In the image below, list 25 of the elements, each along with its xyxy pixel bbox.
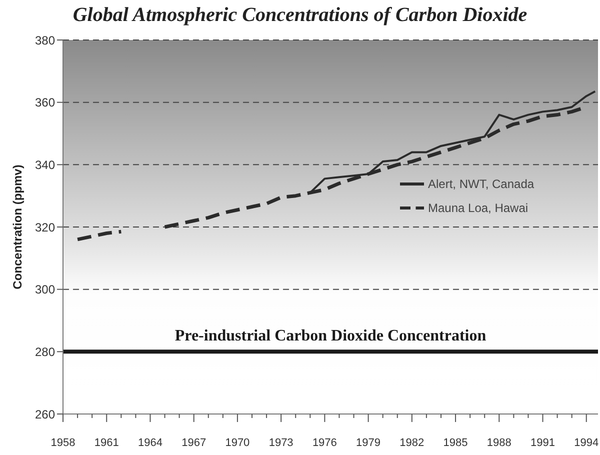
y-axis-title: Concentration (ppmv) — [10, 164, 24, 290]
x-tick-label: 1973 — [268, 437, 294, 449]
x-tick-label: 1988 — [486, 437, 512, 449]
legend-label: Mauna Loa, Hawai — [428, 200, 528, 215]
y-tick-label: 340 — [34, 158, 56, 172]
x-tick-label: 1991 — [530, 437, 555, 449]
y-tick-label: 380 — [34, 33, 56, 48]
legend-label: Alert, NWT, Canada — [428, 176, 534, 191]
x-tick-label: 1964 — [138, 437, 162, 449]
x-tick-label: 1982 — [400, 437, 424, 449]
y-tick-label: 360 — [34, 96, 56, 110]
ref-line-label: Pre-industrial Carbon Dioxide Concentration — [174, 328, 486, 345]
y-tick-label: 300 — [34, 282, 56, 297]
x-tick-label: 1994 — [574, 437, 599, 449]
x-tick-label: 1976 — [312, 437, 337, 449]
y-tick-label: 280 — [34, 344, 56, 359]
x-tick-label: 1961 — [94, 437, 119, 449]
chart-title: Global Atmospheric Concentrations of Carbon Dioxide — [72, 4, 528, 27]
y-tick-label: 260 — [34, 407, 56, 422]
x-tick-label: 1985 — [443, 437, 468, 449]
x-tick-label: 1979 — [356, 437, 381, 449]
x-tick-label: 1970 — [225, 437, 250, 449]
x-tick-label: 1967 — [182, 437, 206, 449]
y-tick-label: 320 — [34, 220, 56, 234]
x-tick-label: 1958 — [50, 437, 76, 449]
